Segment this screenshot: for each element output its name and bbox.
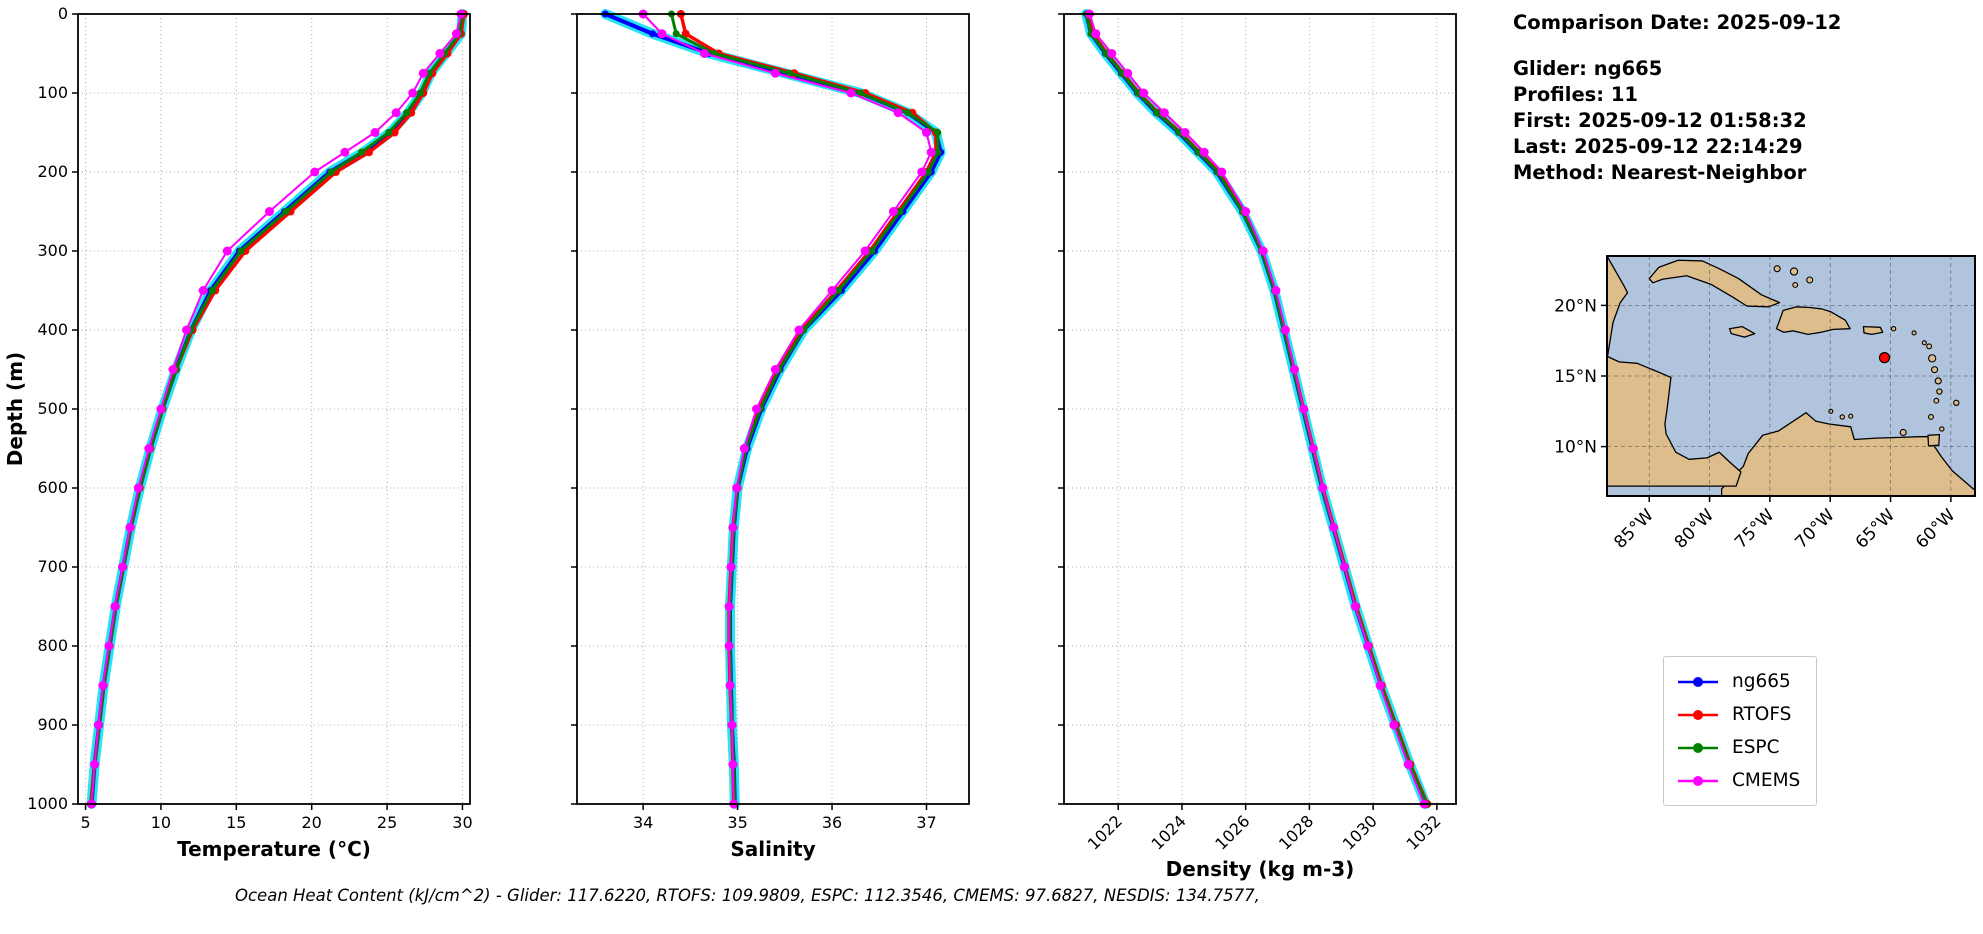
legend-marker-ESPC bbox=[1678, 742, 1718, 753]
y-axis-label: Depth (m) bbox=[3, 352, 27, 466]
svg-text:1000: 1000 bbox=[27, 794, 68, 813]
svg-text:500: 500 bbox=[37, 399, 68, 418]
legend-label: ng665 bbox=[1732, 671, 1791, 692]
svg-text:85°W: 85°W bbox=[1610, 505, 1657, 552]
svg-text:10: 10 bbox=[151, 813, 171, 832]
first-profile-time-text: First: 2025-09-12 01:58:32 bbox=[1513, 109, 1807, 132]
series-CMEMS bbox=[87, 9, 466, 809]
x-axis-ticks: 34 35 36 37 bbox=[633, 804, 937, 832]
comparison-info-block: Comparison Date: 2025-09-12 Glider: ng66… bbox=[1513, 10, 1983, 186]
x-axis-ticks: 1022 1024 1026 1028 1030 1032 bbox=[1084, 804, 1445, 854]
temperature-profile-chart: 5 10 15 20 25 3001002003004005006007008009001… bbox=[3, 4, 473, 861]
map-lon-ticks: 85°W 80°W 75°W 70°W 65°W 60°W bbox=[1610, 496, 1960, 553]
svg-text:60°W: 60°W bbox=[1912, 505, 1959, 552]
svg-text:200: 200 bbox=[37, 162, 68, 181]
svg-text:0: 0 bbox=[58, 4, 68, 23]
svg-text:600: 600 bbox=[37, 478, 68, 497]
landmass-cuba bbox=[1648, 259, 1781, 308]
svg-text:900: 900 bbox=[37, 715, 68, 734]
y-axis-ticks: 0 100 200 300 400 500 600 700 800 900 1000 bbox=[27, 4, 78, 813]
svg-text:15: 15 bbox=[226, 813, 246, 832]
legend-label: RTOFS bbox=[1732, 704, 1792, 725]
legend-item-ESPC: ESPC bbox=[1676, 731, 1800, 764]
svg-text:15°N: 15°N bbox=[1555, 367, 1597, 387]
svg-text:70°W: 70°W bbox=[1791, 505, 1838, 552]
svg-text:65°W: 65°W bbox=[1852, 505, 1899, 552]
comparison-date-text: Comparison Date: 2025-09-12 bbox=[1513, 11, 1842, 34]
svg-text:1024: 1024 bbox=[1148, 811, 1190, 853]
svg-text:1030: 1030 bbox=[1339, 811, 1381, 853]
svg-text:300: 300 bbox=[37, 241, 68, 260]
landmass-trinidad bbox=[1927, 433, 1941, 447]
series-CMEMS bbox=[1084, 9, 1429, 809]
svg-text:1028: 1028 bbox=[1275, 811, 1317, 853]
x-axis-label: Salinity bbox=[730, 837, 815, 861]
svg-text:30: 30 bbox=[452, 813, 472, 832]
x-axis-ticks: 5 10 15 20 25 30 bbox=[80, 804, 473, 832]
svg-text:25: 25 bbox=[377, 813, 397, 832]
y-axis-ticks bbox=[1058, 13, 1064, 805]
landmass-puerto-rico bbox=[1862, 325, 1884, 336]
map-graticule bbox=[1607, 256, 1975, 496]
svg-text:800: 800 bbox=[37, 636, 68, 655]
x-axis-label: Temperature (°C) bbox=[177, 837, 371, 861]
svg-text:400: 400 bbox=[37, 320, 68, 339]
series-markers-CMEMS bbox=[87, 9, 466, 809]
svg-text:1026: 1026 bbox=[1211, 811, 1253, 853]
legend-marker-CMEMS bbox=[1678, 775, 1718, 786]
svg-text:20: 20 bbox=[302, 813, 322, 832]
charts-row: 5 10 15 20 25 30 0 100 200 300 400 500 600 700 800 900 1… bbox=[3, 2, 1983, 881]
legend-item-RTOFS: RTOFS bbox=[1676, 698, 1800, 731]
svg-text:100: 100 bbox=[37, 83, 68, 102]
svg-text:5: 5 bbox=[80, 813, 90, 832]
series-CMEMS bbox=[638, 9, 936, 809]
density-profile-chart: 1022 1024 1026 1028 1030 1032 Density (kg m-3) bbox=[1058, 9, 1457, 881]
svg-text:37: 37 bbox=[916, 813, 936, 832]
landmass-south-america bbox=[1720, 412, 1975, 496]
svg-text:35: 35 bbox=[727, 813, 747, 832]
legend-item-ng665: ng665 bbox=[1676, 665, 1800, 698]
svg-text:700: 700 bbox=[37, 557, 68, 576]
svg-text:36: 36 bbox=[822, 813, 842, 832]
map-lat-ticks: 20°N 15°N 10°N bbox=[1554, 296, 1607, 458]
svg-text:80°W: 80°W bbox=[1671, 505, 1718, 552]
location-map: 85°W 80°W 75°W 70°W 65°W 60°W 20°N 15°N 10°N bbox=[1554, 255, 1976, 553]
legend-item-CMEMS: CMEMS bbox=[1676, 764, 1800, 797]
svg-text:1022: 1022 bbox=[1084, 811, 1126, 853]
right-column: Comparison Date: 2025-09-12 Glider: ng66… bbox=[1467, 2, 1983, 806]
location-map-wrap: 85°W 80°W 75°W 70°W 65°W 60°W 20°N 15°N 10°N bbox=[1554, 248, 1983, 570]
x-axis-label: Density (kg m-3) bbox=[1166, 857, 1355, 881]
svg-text:75°W: 75°W bbox=[1731, 505, 1778, 552]
info-spacer bbox=[1513, 36, 1983, 56]
legend: ng665 RTOFS ESPC CMEMS bbox=[1663, 656, 1818, 806]
profiles-count-text: Profiles: 11 bbox=[1513, 83, 1638, 106]
legend-label: ESPC bbox=[1732, 737, 1780, 758]
legend-label: CMEMS bbox=[1732, 770, 1801, 791]
series-markers-CMEMS bbox=[638, 9, 936, 809]
salinity-profile-chart: 34 35 36 37 Salinity bbox=[571, 9, 970, 861]
svg-text:20°N: 20°N bbox=[1555, 296, 1597, 316]
svg-text:1032: 1032 bbox=[1402, 811, 1444, 853]
y-axis-ticks bbox=[571, 13, 577, 805]
series-markers-CMEMS bbox=[1084, 9, 1429, 809]
glider-position-marker bbox=[1878, 352, 1891, 364]
legend-marker-ng665 bbox=[1678, 676, 1718, 687]
map-land bbox=[1607, 256, 1975, 496]
method-text: Method: Nearest-Neighbor bbox=[1513, 161, 1807, 184]
svg-text:10°N: 10°N bbox=[1555, 438, 1597, 458]
ocean-heat-content-caption: Ocean Heat Content (kJ/cm^2) - Glider: 1… bbox=[235, 886, 1260, 905]
landmass-jamaica bbox=[1728, 325, 1756, 338]
svg-text:34: 34 bbox=[633, 813, 653, 832]
legend-marker-RTOFS bbox=[1678, 709, 1718, 720]
landmass-central-america bbox=[1607, 355, 1742, 487]
glider-name-text: Glider: ng665 bbox=[1513, 57, 1663, 80]
landmass-hispaniola bbox=[1775, 306, 1851, 336]
last-profile-time-text: Last: 2025-09-12 22:14:29 bbox=[1513, 135, 1803, 158]
